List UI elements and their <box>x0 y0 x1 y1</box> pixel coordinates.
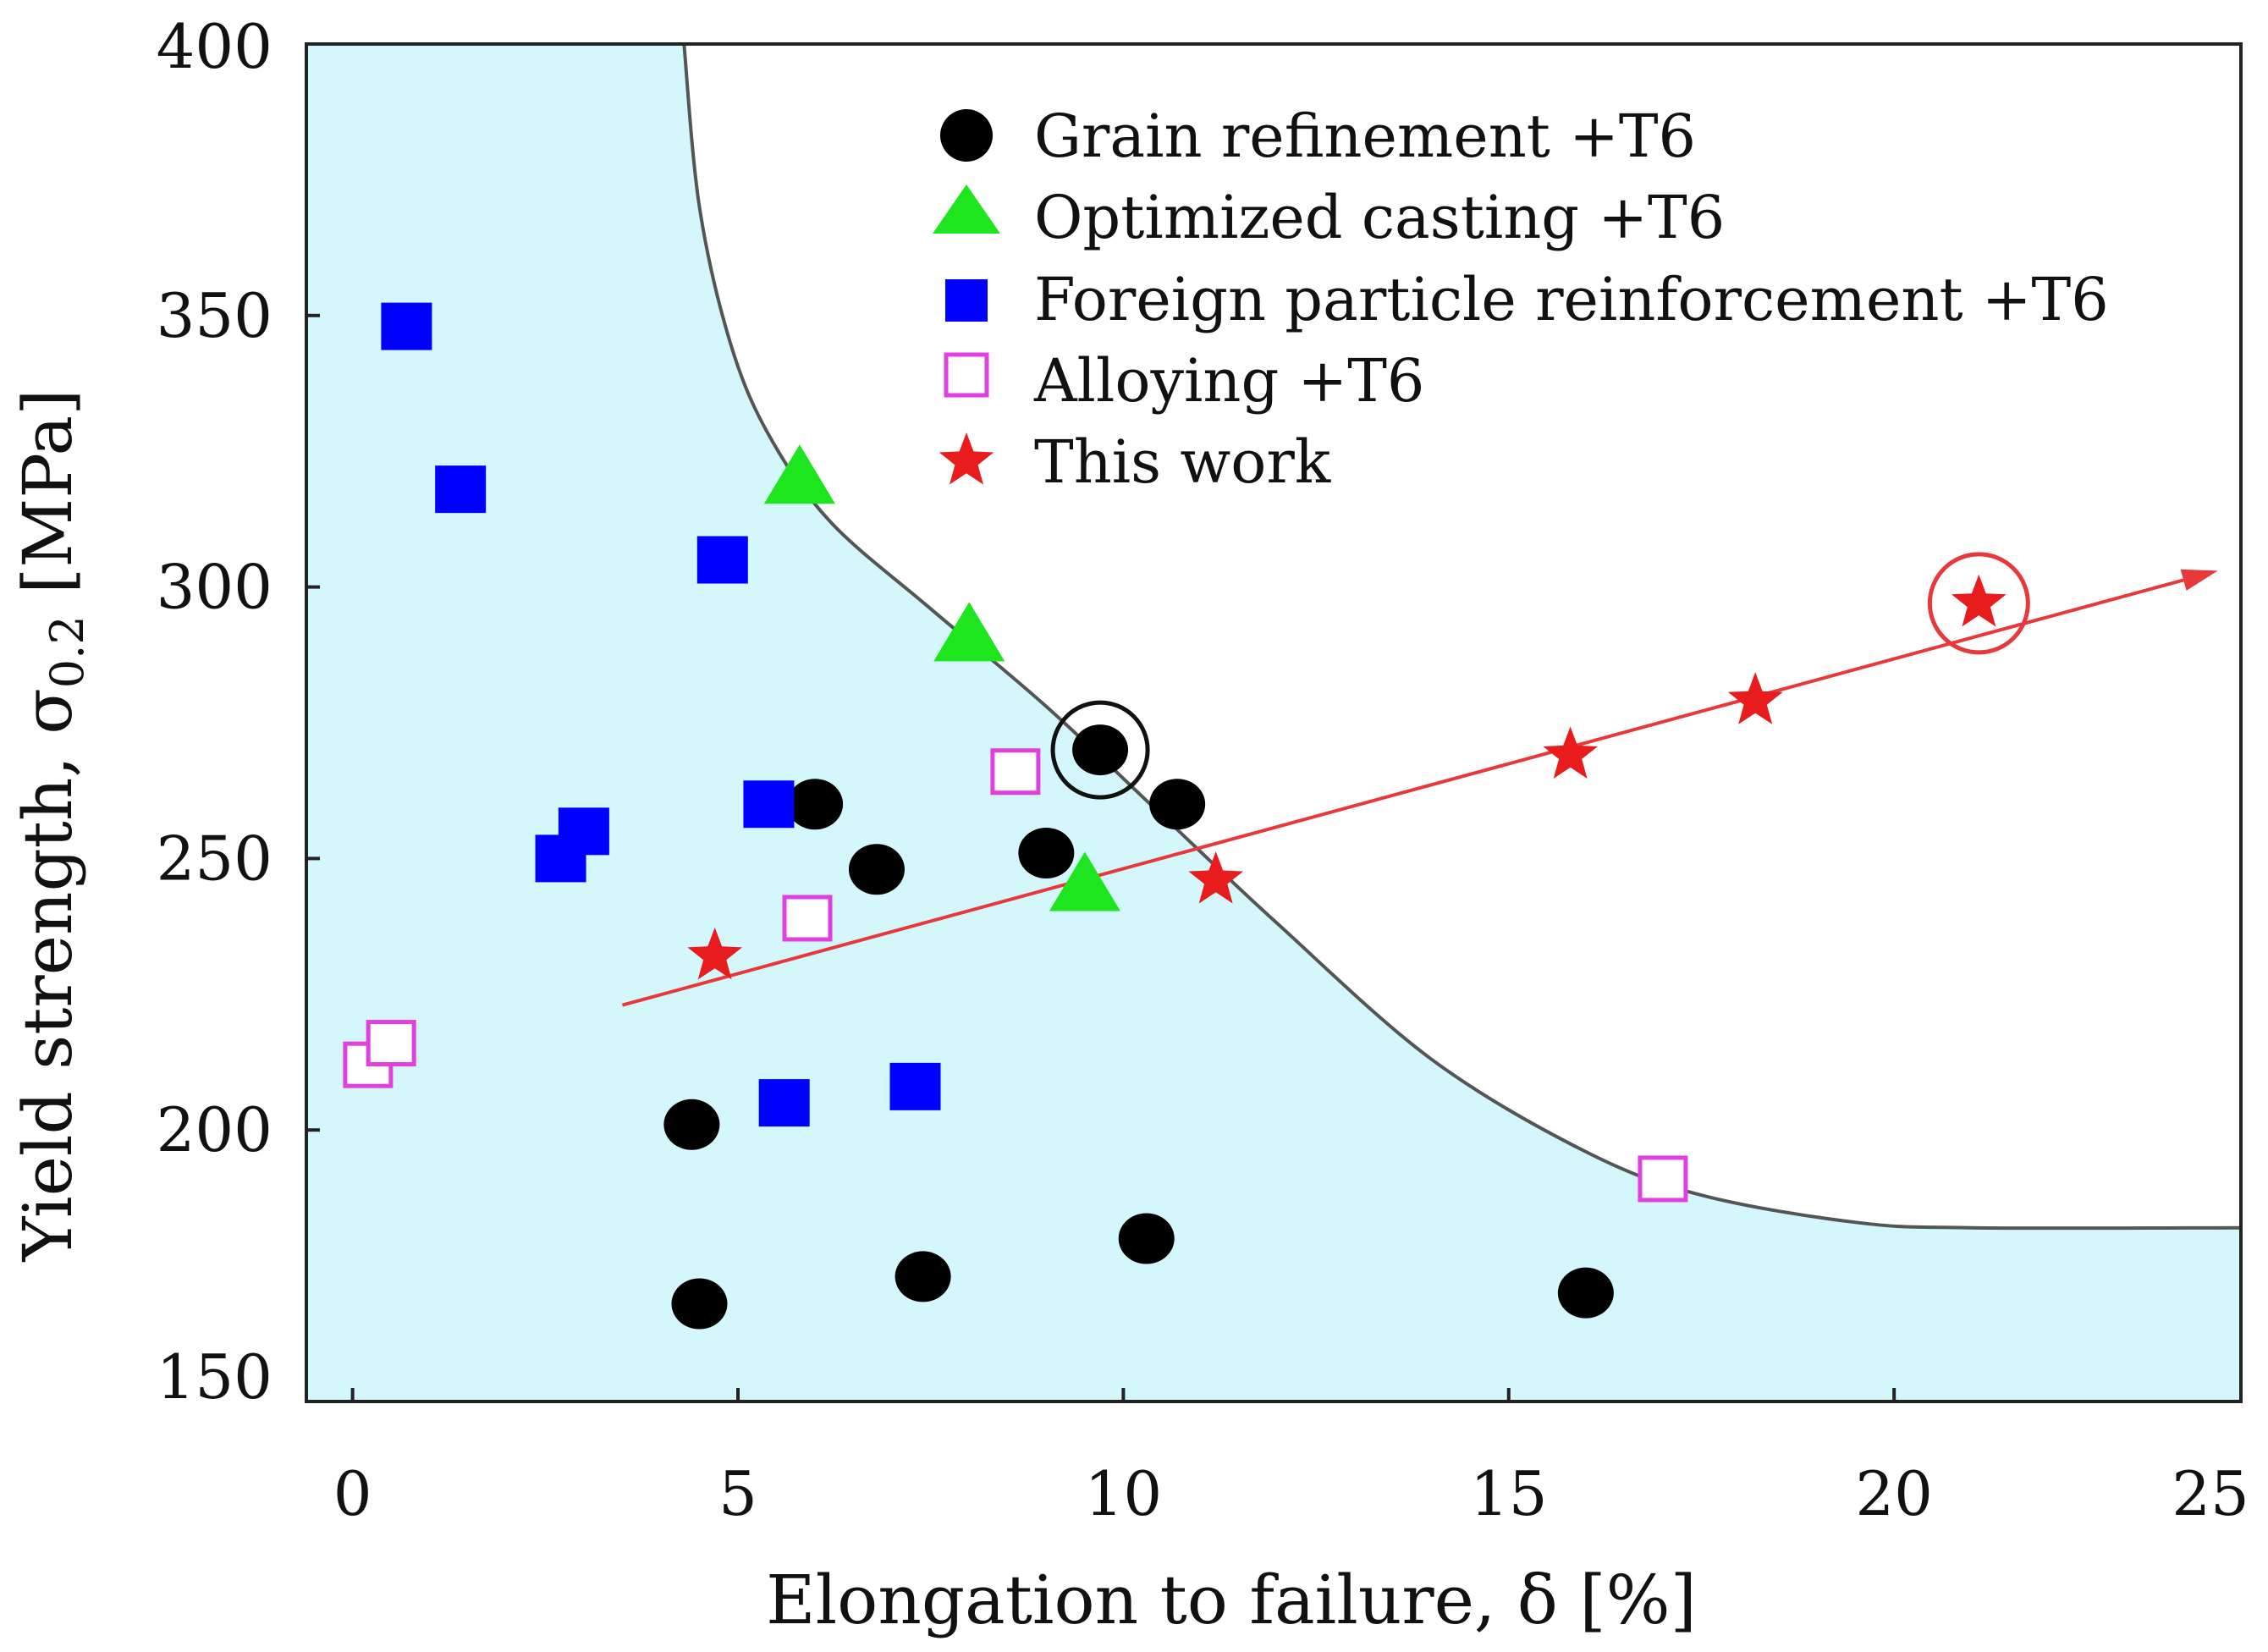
x-tick-label: 20 <box>1855 1458 1933 1529</box>
series-2 <box>763 444 1120 911</box>
y-tick-label: 150 <box>157 1341 272 1412</box>
point-square-2 <box>435 465 487 514</box>
point-circle-7 <box>671 1278 728 1330</box>
series-3 <box>381 302 941 1127</box>
x-axis-title: Elongation to failure, δ [%] <box>766 1561 1697 1639</box>
point-triangle-1 <box>763 444 835 504</box>
legend-item-grain: Grain refinement +T6 <box>940 102 1696 171</box>
point-circle-4 <box>1072 724 1129 776</box>
legend-label-this-work: This work <box>1034 427 1331 497</box>
point-circle-8 <box>895 1251 951 1302</box>
point-square-8 <box>889 1062 941 1110</box>
legend-marker-open-square <box>944 352 989 398</box>
y-axis-title-subscript: 0.2 <box>41 615 94 688</box>
point-square-1 <box>381 302 432 350</box>
x-tick-label: 10 <box>1085 1458 1163 1529</box>
legend-marker-circle <box>940 109 993 162</box>
legend: Grain refinement +T6 Optimized casting +… <box>933 102 2109 497</box>
point-star-1 <box>687 927 742 980</box>
legend-marker-star <box>939 432 994 485</box>
y-tick-label: 250 <box>157 823 272 894</box>
legend-marker-square <box>945 279 988 322</box>
point-triangle-2 <box>933 602 1005 662</box>
y-axis-ticks: 150 200 250 300 350 400 <box>157 11 320 1412</box>
x-tick-label: 25 <box>2172 1458 2249 1529</box>
y-tick-label: 300 <box>157 552 272 623</box>
highlight-rings <box>1050 552 2030 800</box>
x-axis-ticks: 0 5 10 15 20 25 <box>333 1388 2249 1529</box>
point-open-square-3 <box>782 895 833 942</box>
point-open-square-4 <box>990 748 1041 796</box>
trend-arrowhead <box>2180 569 2218 591</box>
plot-frame <box>305 42 2243 1403</box>
shaded-region <box>306 44 2241 1401</box>
y-tick-label: 400 <box>157 11 272 82</box>
x-tick-label: 15 <box>1470 1458 1548 1529</box>
y-axis-title-main: Yield strength, σ <box>8 688 87 1262</box>
point-star-3 <box>1543 726 1598 779</box>
point-star-4 <box>1727 672 1783 724</box>
point-square-6 <box>743 780 795 829</box>
point-square-5 <box>558 807 609 856</box>
point-open-square-2 <box>366 1020 416 1067</box>
legend-label-alloying: Alloying +T6 <box>1033 346 1424 416</box>
point-star-2 <box>1188 851 1243 904</box>
point-square-7 <box>758 1079 810 1127</box>
highlight-ring-2 <box>1927 552 2030 655</box>
legend-marker-triangle <box>933 184 1000 234</box>
trend-line <box>621 578 2184 1007</box>
point-circle-2 <box>848 844 905 895</box>
point-circle-9 <box>1118 1213 1175 1264</box>
x-tick-label: 0 <box>333 1458 372 1529</box>
trend-arrow <box>621 569 2218 1007</box>
series-5 <box>687 574 2007 980</box>
point-open-square-5 <box>1638 1155 1688 1203</box>
legend-item-casting: Optimized casting +T6 <box>933 183 1725 252</box>
point-circle-5 <box>1149 779 1206 830</box>
legend-item-foreign: Foreign particle reinforcement +T6 <box>945 265 2109 334</box>
highlight-ring-1 <box>1050 700 1150 800</box>
point-circle-10 <box>1557 1267 1614 1319</box>
point-circle-3 <box>1018 827 1075 878</box>
point-circle-6 <box>663 1099 720 1150</box>
legend-item-this-work: This work <box>939 427 1331 497</box>
y-tick-label: 350 <box>157 280 272 351</box>
series-1 <box>663 724 1614 1330</box>
legend-label-casting: Optimized casting +T6 <box>1034 183 1725 252</box>
point-triangle-3 <box>1049 851 1120 911</box>
data-points <box>343 302 2007 1330</box>
series-4 <box>343 748 1688 1203</box>
y-axis-title-unit: [MPa] <box>8 389 87 616</box>
legend-label-foreign: Foreign particle reinforcement +T6 <box>1034 265 2109 334</box>
point-star-5 <box>1951 574 2007 627</box>
y-axis-title: Yield strength, σ0.2 [MPa] <box>8 389 94 1263</box>
x-tick-label: 5 <box>718 1458 757 1529</box>
point-circle-1 <box>787 779 844 830</box>
legend-item-alloying: Alloying +T6 <box>944 346 1424 416</box>
legend-label-grain: Grain refinement +T6 <box>1034 102 1696 171</box>
point-square-3 <box>696 536 748 584</box>
y-tick-label: 200 <box>157 1094 272 1165</box>
